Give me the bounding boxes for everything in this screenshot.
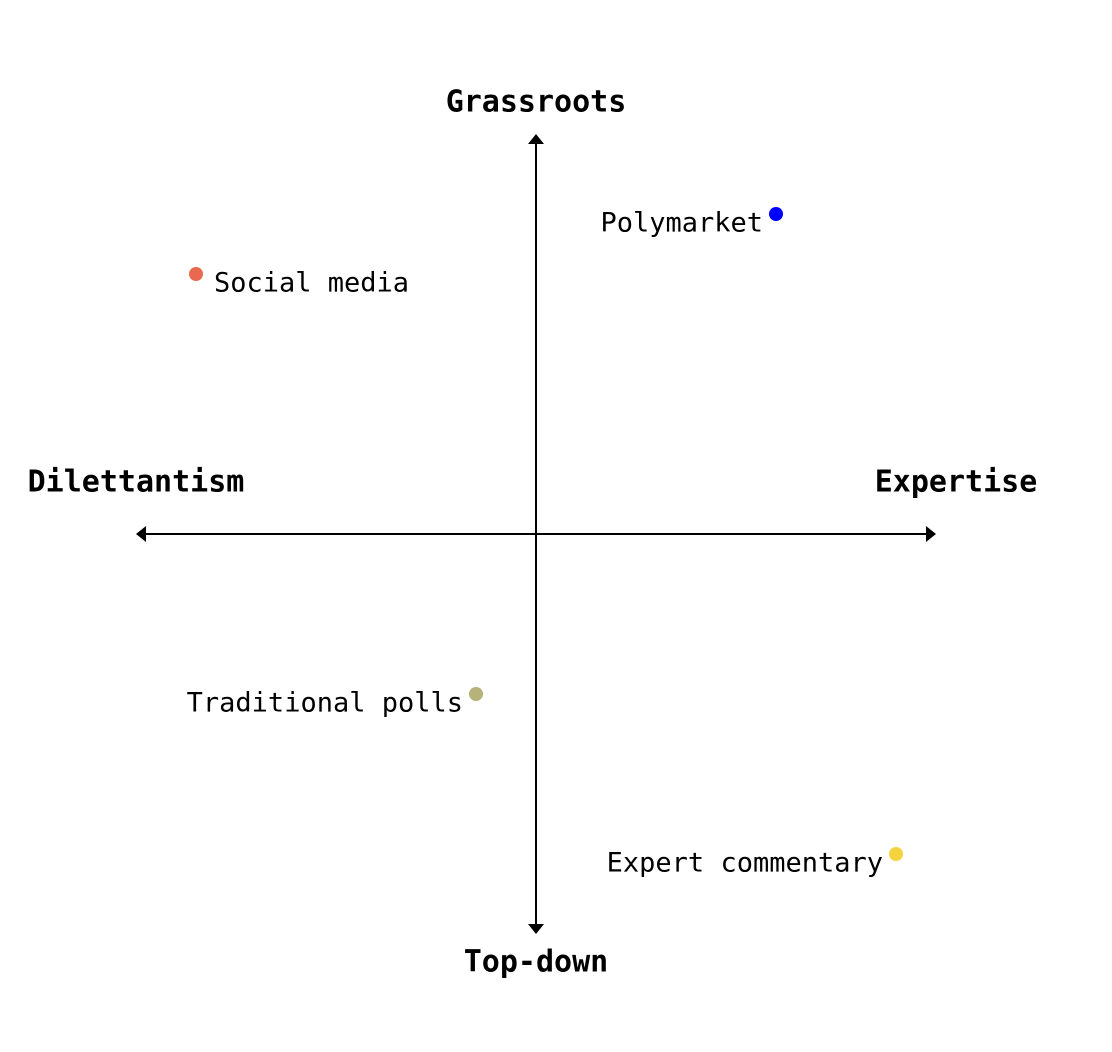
point — [469, 687, 483, 701]
point-label: Expert commentary — [607, 848, 883, 879]
point — [769, 207, 783, 221]
x-right-label: Expertise — [875, 465, 1038, 500]
point — [889, 847, 903, 861]
point-label: Traditional polls — [187, 688, 463, 719]
y-top-label: Grassroots — [446, 85, 627, 120]
y-bottom-label: Top-down — [464, 945, 609, 980]
arrowhead — [926, 526, 936, 542]
point — [189, 267, 203, 281]
arrowhead — [528, 924, 544, 934]
point-label: Social media — [214, 268, 409, 299]
x-left-label: Dilettantism — [28, 465, 245, 500]
arrowhead — [528, 134, 544, 144]
arrowhead — [136, 526, 146, 542]
point-label: Polymarket — [600, 208, 763, 239]
